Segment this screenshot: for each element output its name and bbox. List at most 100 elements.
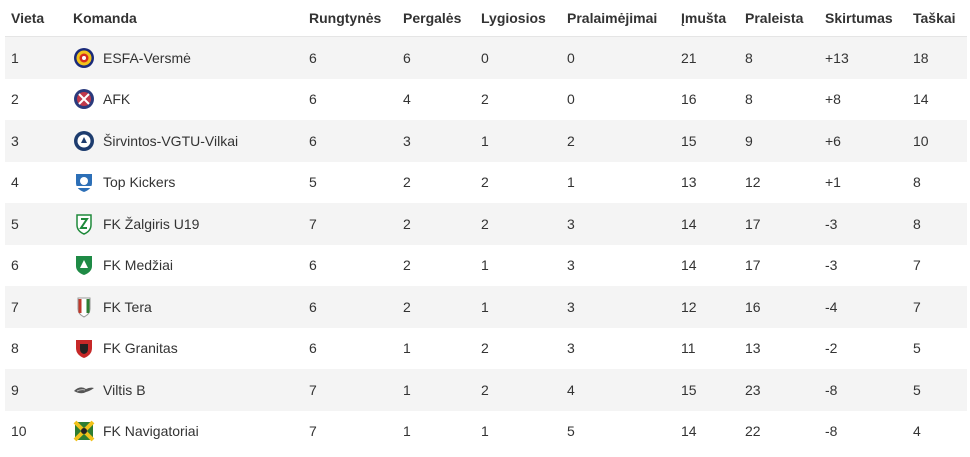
cell-draws: 2 [475, 327, 561, 369]
team-cell: FK Tera [73, 296, 303, 318]
cell-conceded: 9 [739, 120, 819, 162]
table-row: 9 Viltis B 7 1 2 4 15 23 -8 5 [5, 369, 967, 411]
viltis-crest-icon [73, 379, 95, 401]
cell-conceded: 17 [739, 203, 819, 245]
cell-diff: +8 [819, 78, 907, 120]
team-name: Širvintos-VGTU-Vilkai [103, 132, 239, 149]
col-header-conceded: Praleista [739, 0, 819, 37]
cell-diff: -2 [819, 327, 907, 369]
team-cell: FK Granitas [73, 337, 303, 359]
cell-team: Širvintos-VGTU-Vilkai [67, 120, 303, 162]
tera-crest-icon [73, 296, 95, 318]
cell-wins: 6 [397, 36, 475, 79]
cell-scored: 15 [675, 369, 739, 411]
cell-played: 6 [303, 120, 397, 162]
cell-played: 7 [303, 369, 397, 411]
cell-diff: -8 [819, 410, 907, 452]
cell-scored: 13 [675, 161, 739, 203]
table-body: 1 ESFA-Versmė 6 6 0 0 21 8 +13 18 2 AFK 6 4 2 0 16 8 +8 14 3… [5, 36, 967, 452]
cell-points: 7 [907, 286, 967, 328]
col-header-team: Komanda [67, 0, 303, 37]
cell-diff: -3 [819, 203, 907, 245]
team-cell: FK Medžiai [73, 254, 303, 276]
cell-scored: 16 [675, 78, 739, 120]
cell-wins: 1 [397, 327, 475, 369]
cell-draws: 0 [475, 36, 561, 79]
cell-wins: 3 [397, 120, 475, 162]
team-cell: Širvintos-VGTU-Vilkai [73, 130, 303, 152]
cell-place: 9 [5, 369, 67, 411]
cell-draws: 1 [475, 120, 561, 162]
team-name: FK Navigatoriai [103, 423, 199, 440]
team-name: Top Kickers [103, 174, 176, 191]
cell-points: 8 [907, 203, 967, 245]
col-header-diff: Skirtumas [819, 0, 907, 37]
cell-losses: 5 [561, 410, 675, 452]
cell-conceded: 13 [739, 327, 819, 369]
cell-diff: -8 [819, 369, 907, 411]
cell-points: 5 [907, 327, 967, 369]
cell-team: AFK [67, 78, 303, 120]
table-row: 4 Top Kickers 5 2 2 1 13 12 +1 8 [5, 161, 967, 203]
cell-conceded: 16 [739, 286, 819, 328]
cell-scored: 12 [675, 286, 739, 328]
cell-played: 6 [303, 36, 397, 79]
cell-conceded: 23 [739, 369, 819, 411]
cell-wins: 2 [397, 286, 475, 328]
cell-points: 8 [907, 161, 967, 203]
cell-points: 18 [907, 36, 967, 79]
cell-team: FK Medžiai [67, 244, 303, 286]
cell-place: 3 [5, 120, 67, 162]
cell-diff: -3 [819, 244, 907, 286]
cell-draws: 2 [475, 369, 561, 411]
granitas-crest-icon [73, 337, 95, 359]
team-cell: FK Žalgiris U19 [73, 213, 303, 235]
cell-team: Viltis B [67, 369, 303, 411]
cell-scored: 15 [675, 120, 739, 162]
cell-place: 2 [5, 78, 67, 120]
table-row: 10 FK Navigatoriai 7 1 1 5 14 22 -8 4 [5, 410, 967, 452]
cell-scored: 11 [675, 327, 739, 369]
cell-draws: 2 [475, 161, 561, 203]
cell-points: 10 [907, 120, 967, 162]
cell-points: 14 [907, 78, 967, 120]
cell-losses: 3 [561, 203, 675, 245]
cell-losses: 1 [561, 161, 675, 203]
table-row: 2 AFK 6 4 2 0 16 8 +8 14 [5, 78, 967, 120]
cell-scored: 21 [675, 36, 739, 79]
standings-table: Vieta Komanda Rungtynės Pergalės Lygiosi… [5, 0, 967, 452]
cell-played: 6 [303, 327, 397, 369]
table-row: 5 FK Žalgiris U19 7 2 2 3 14 17 -3 8 [5, 203, 967, 245]
cell-losses: 0 [561, 36, 675, 79]
cell-place: 10 [5, 410, 67, 452]
team-cell: ESFA-Versmė [73, 47, 303, 69]
team-name: AFK [103, 91, 131, 108]
team-name: Viltis B [103, 381, 146, 398]
cell-team: Top Kickers [67, 161, 303, 203]
cell-wins: 2 [397, 161, 475, 203]
col-header-draws: Lygiosios [475, 0, 561, 37]
cell-team: FK Navigatoriai [67, 410, 303, 452]
top-kickers-crest-icon [73, 171, 95, 193]
cell-played: 5 [303, 161, 397, 203]
cell-place: 7 [5, 286, 67, 328]
cell-played: 7 [303, 203, 397, 245]
cell-wins: 1 [397, 369, 475, 411]
cell-conceded: 12 [739, 161, 819, 203]
cell-losses: 2 [561, 120, 675, 162]
col-header-wins: Pergalės [397, 0, 475, 37]
cell-draws: 1 [475, 410, 561, 452]
cell-points: 7 [907, 244, 967, 286]
team-name: FK Granitas [103, 340, 178, 357]
cell-conceded: 17 [739, 244, 819, 286]
team-cell: Top Kickers [73, 171, 303, 193]
cell-losses: 3 [561, 244, 675, 286]
afk-crest-icon [73, 88, 95, 110]
medziai-crest-icon [73, 254, 95, 276]
sirvintos-vgtu-vilkai-crest-icon [73, 130, 95, 152]
team-name: FK Tera [103, 298, 152, 315]
cell-losses: 4 [561, 369, 675, 411]
cell-place: 6 [5, 244, 67, 286]
cell-draws: 2 [475, 203, 561, 245]
cell-played: 6 [303, 286, 397, 328]
